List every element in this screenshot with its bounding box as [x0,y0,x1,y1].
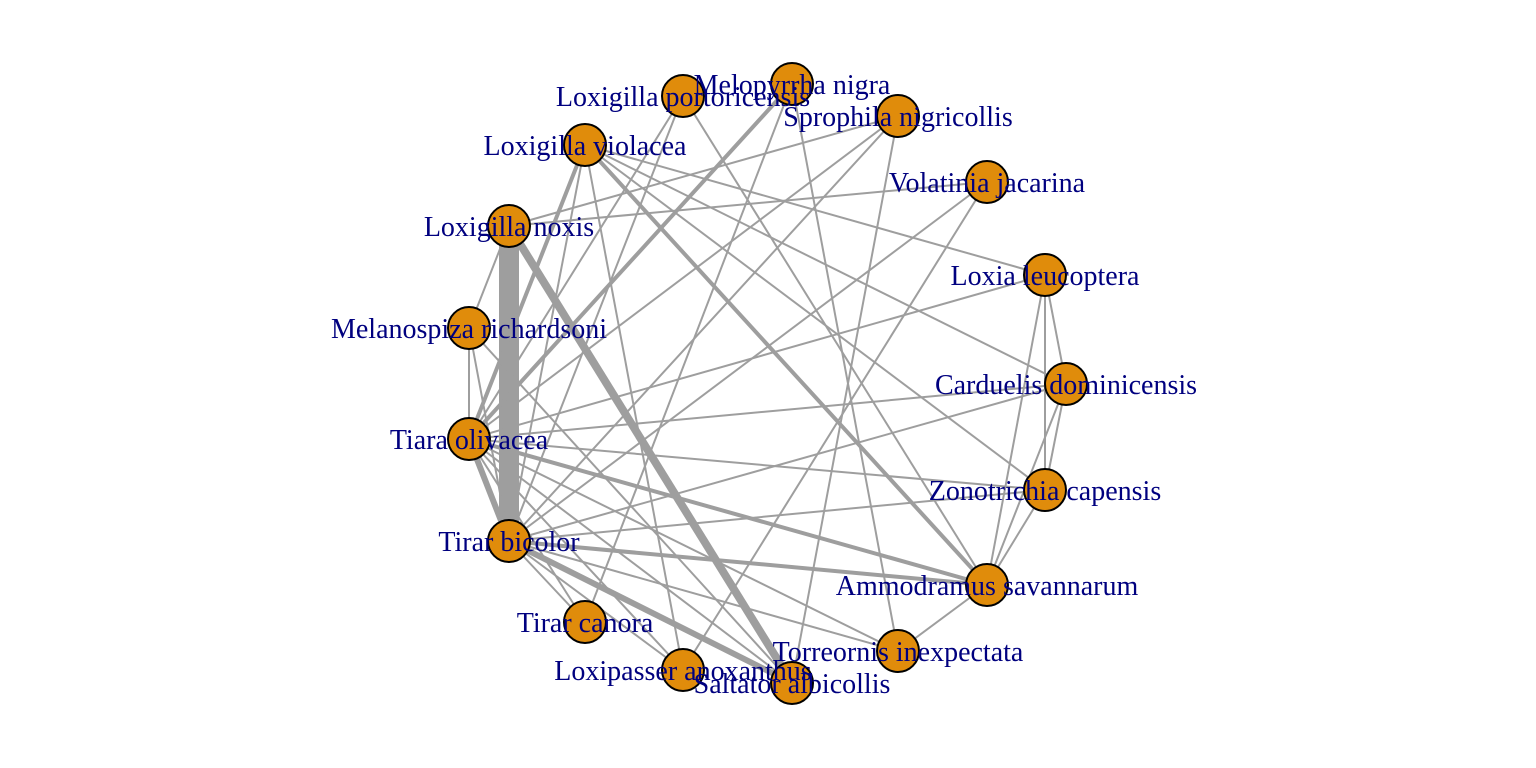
node-torreornis [876,629,920,673]
edge-tirar_bicolor-sprophila [508,115,899,542]
edges-layer [466,82,1067,686]
node-label-zonotrichia: Zonotrichia capensis [929,476,1161,507]
node-ammodramus [965,563,1009,607]
edge-lox_porto-tiara [468,95,684,440]
edge-tirar_bicolor-volatinia [508,181,988,542]
edge-melopyrrha-tirar_canora [584,83,793,623]
edge-tiara-melopyrrha [467,82,794,441]
node-carduelis [1044,362,1088,406]
node-loxipasser [661,648,705,692]
node-tirar_bicolor [487,519,531,563]
node-label-tiara: Tiara olivacea [390,425,549,456]
edge-melanospiza-saltator [468,327,793,684]
node-saltator [770,661,814,705]
edge-lox_violacea-ammodramus [583,143,989,587]
edge-tiara-torreornis [468,438,899,652]
edge-tirar_bicolor-torreornis [508,540,899,652]
edge-tiara-loxipasser [468,438,684,671]
node-lox_porto [661,74,705,118]
edge-tiara-carduelis [468,383,1067,440]
node-melanospiza [447,306,491,350]
node-label-saltator: Saltator albicollis [694,669,891,700]
edge-lox_violacea-loxipasser [584,144,684,671]
node-lox_violacea [563,123,607,167]
node-label-tirar_bicolor: Tirar bicolor [438,527,580,558]
node-label-melopyrrha: Melopyrrha nigra [694,70,891,101]
node-label-lox_violacea: Loxigilla violacea [484,131,687,162]
node-label-tirar_canora: Tirar canora [517,608,654,639]
edge-tirar_bicolor-lox_porto [508,95,684,542]
edge-lox_violacea-tiara [467,144,587,440]
node-label-lox_porto: Loxigilla portoricensis [556,82,810,113]
edge-tiara-ammodramus [468,437,988,587]
edge-lox_porto-ammodramus [682,95,988,586]
edge-tiara-loxia [468,274,1046,440]
edge-lox_noxis-sprophila [508,115,899,227]
edge-tiara-saltator [468,438,793,684]
node-label-melanospiza: Melanospiza richardsoni [331,314,607,345]
node-label-loxipasser: Loxipasser anoxanthus [554,656,811,687]
node-label-torreornis: Torreornis inexpectata [773,637,1024,668]
node-lox_noxis [487,204,531,248]
edge-volatinia-loxipasser [682,181,988,671]
edge-lox_violacea-tirar_bicolor [508,144,586,542]
node-zonotrichia [1023,468,1067,512]
edge-tirar_bicolor-carduelis [508,383,1067,542]
edge-tirar_bicolor-zonotrichia [508,489,1046,542]
edge-loxia-ammodramus [986,274,1046,586]
node-tirar_canora [563,600,607,644]
edge-tirar_bicolor-ammodramus [508,539,988,587]
nodes-layer [447,62,1088,705]
edge-melopyrrha-torreornis [791,83,899,652]
node-label-volatinia: Volatinia jacarina [889,168,1086,199]
node-melopyrrha [770,62,814,106]
edge-sprophila-tiara [468,115,899,440]
node-sprophila [876,94,920,138]
node-loxia [1023,253,1067,297]
edge-lox_violacea-zonotrichia [584,144,1046,491]
node-label-sprophila: Sprophila nigricollis [783,102,1012,133]
node-label-loxia: Loxia leucoptera [951,261,1140,292]
edge-lox_noxis-volatinia [508,181,988,227]
node-volatinia [965,160,1009,204]
node-tiara [447,417,491,461]
edge-tirar_bicolor-saltator [507,538,794,686]
node-label-ammodramus: Ammodramus savannarum [836,571,1139,602]
node-label-lox_noxis: Loxigilla noxis [424,212,594,243]
node-label-carduelis: Carduelis dominicensis [935,370,1197,401]
edge-sprophila-saltator [791,115,899,684]
edge-tiara-zonotrichia [468,438,1046,491]
